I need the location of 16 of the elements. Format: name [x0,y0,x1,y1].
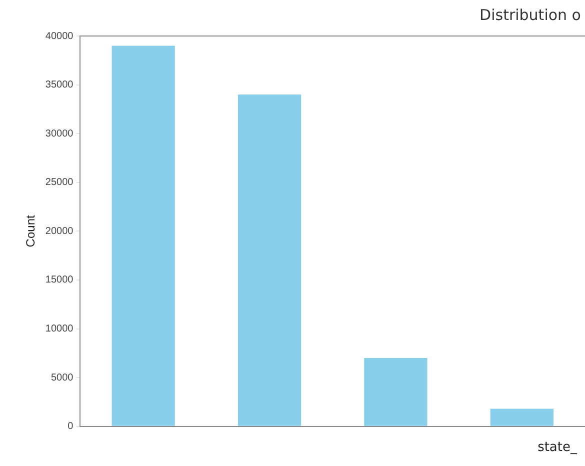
y-tick-label: 20000 [45,226,74,237]
y-tick-label: 10000 [45,324,74,335]
bar [364,358,428,426]
y-tick-label: 30000 [45,128,74,140]
y-tick-label: 0 [68,421,74,432]
y-tick-label: 5000 [50,372,74,384]
y-axis-title: Count [24,214,38,248]
chart-title: Distribution o [480,6,581,24]
bar [112,46,175,426]
y-tick-label: 40000 [45,30,74,42]
y-tick-label: 15000 [45,274,74,286]
y-tick-label: 35000 [45,80,74,91]
bar [490,408,554,426]
y-tick-label: 25000 [45,177,74,188]
x-axis-title: state_ [538,440,577,455]
bar [238,94,302,426]
